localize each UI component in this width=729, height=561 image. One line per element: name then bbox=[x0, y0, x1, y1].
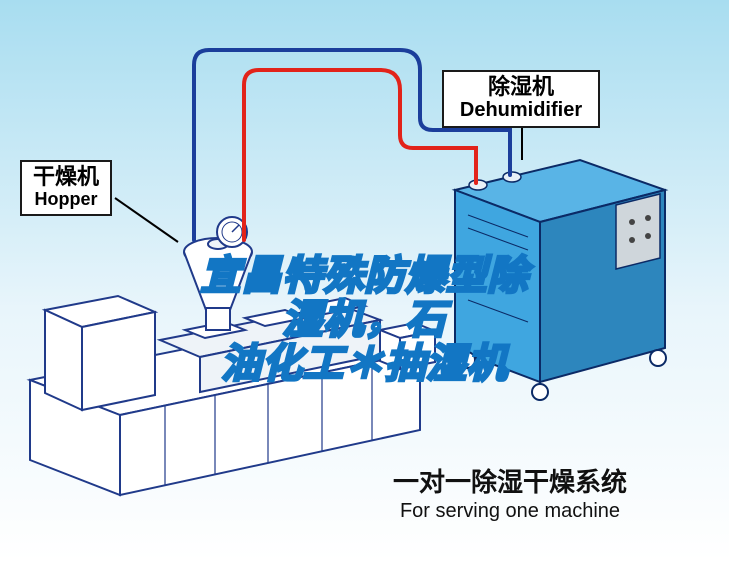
hopper-label-cn: 干燥机 bbox=[30, 164, 102, 189]
hopper-leadline bbox=[115, 198, 178, 242]
hopper-label-en: Hopper bbox=[30, 189, 102, 210]
hopper-label: 干燥机 Hopper bbox=[20, 160, 112, 216]
diagram-stage: 干燥机 Hopper 除湿机 Dehumidifier 一对一除湿干燥系统 Fo… bbox=[0, 0, 729, 561]
dehumidifier-label-cn: 除湿机 bbox=[452, 74, 590, 99]
system-title-en: For serving one machine bbox=[340, 499, 680, 524]
dehumidifier-label-en: Dehumidifier bbox=[452, 99, 590, 122]
system-title-cn: 一对一除湿干燥系统 bbox=[340, 466, 680, 499]
dehumidifier-label: 除湿机 Dehumidifier bbox=[442, 70, 600, 128]
overlay-headline: 宜昌特殊防爆型除湿机，石 油化工＊抽湿机 bbox=[182, 254, 547, 386]
system-title: 一对一除湿干燥系统 For serving one machine bbox=[340, 466, 680, 524]
